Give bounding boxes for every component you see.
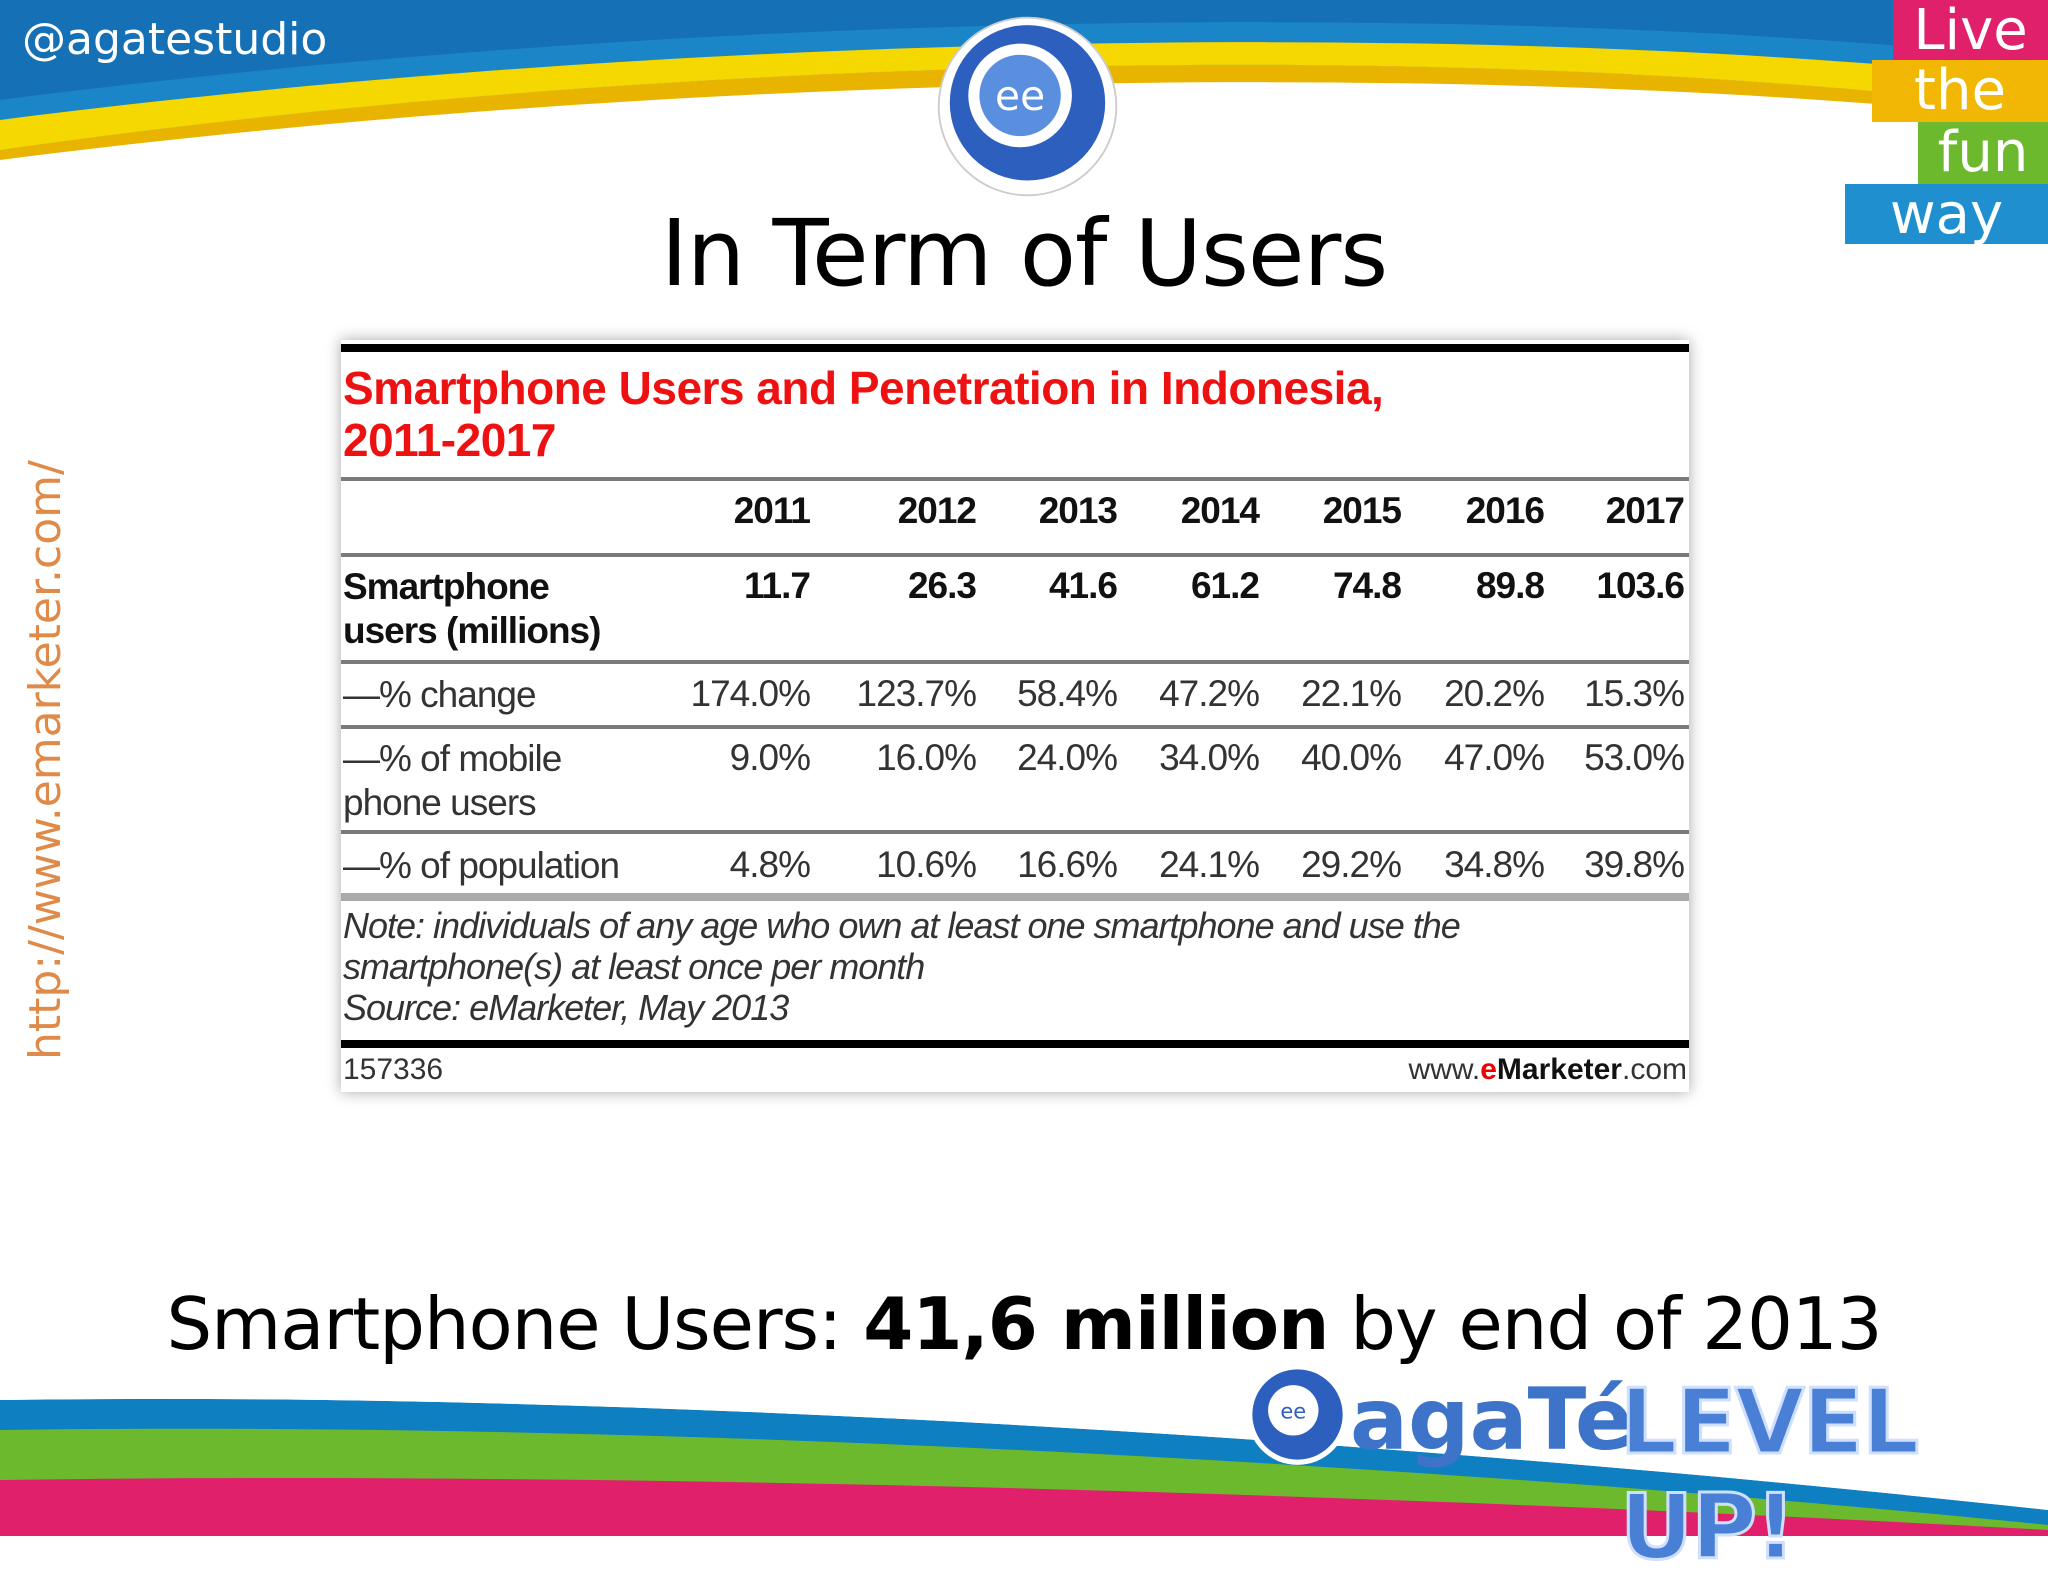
bottom-banner-waves [0,1390,2048,1536]
cell: 26.3 [907,565,977,606]
cell: 10.6% [876,844,977,885]
site-post: .com [1621,1053,1687,1086]
row-label: phone users [343,782,537,823]
table-title-line1: Smartphone Users and Penetration in Indo… [343,362,1384,414]
table-note: Note: individuals of any age who own at … [343,905,1461,1028]
year-header: 2012 [897,490,977,531]
svg-text:ee: ee [995,72,1045,120]
side-url: http://www.emarketer.com/ [20,460,71,1060]
cell: 11.7 [744,565,811,606]
agate-logo-word: agaTé [1350,1370,1634,1470]
table-title-line2: 2011-2017 [343,414,556,466]
summary-pre: Smartphone Users: [166,1282,864,1366]
cell: 29.2% [1301,844,1402,885]
chart-id: 157336 [343,1053,444,1086]
row-label: —% change [343,674,537,715]
slide-title: In Term of Users [660,200,1388,307]
cell: 89.8 [1475,565,1545,606]
year-header-row: 2011 2012 2013 2014 2015 2016 2017 [341,490,1689,532]
table-row: —% change 174.0% 123.7% 58.4% 47.2% 22.1… [341,673,1689,717]
cell: 47.2% [1159,673,1260,714]
cell: 123.7% [856,673,978,714]
cell: 20.2% [1444,673,1545,714]
row-label: Smartphone [343,566,550,607]
summary-highlight: 41,6 million [863,1282,1329,1366]
cell: 15.3% [1584,673,1685,714]
table-row: Smartphone users (millions) 11.7 26.3 41.… [341,565,1689,653]
svg-text:ee: ee [1280,1400,1306,1424]
cell: 174.0% [690,673,812,714]
emarketer-site: www.eMarketer.com [1409,1053,1687,1087]
tagline-fun: fun [1918,122,2048,184]
year-header: 2014 [1180,490,1260,531]
row-label: users (millions) [343,610,601,651]
cell: 41.6 [1048,565,1118,606]
row-label: —% of population [343,845,620,886]
table-row: —% of mobile phone users 9.0% 16.0% 24.0%… [341,737,1689,825]
cell: 4.8% [729,844,811,885]
cell: 22.1% [1301,673,1402,714]
cell: 74.8 [1332,565,1402,606]
cell: 53.0% [1584,737,1685,778]
cell: 39.8% [1584,844,1685,885]
cell: 34.0% [1159,737,1260,778]
cell: 34.8% [1444,844,1545,885]
cell: 24.1% [1159,844,1260,885]
note-line: smartphone(s) at least once per month [343,946,925,987]
cell: 61.2 [1190,565,1260,606]
row-label: —% of mobile [343,738,562,779]
source-line: Source: eMarketer, May 2013 [343,987,789,1028]
cell: 47.0% [1444,737,1545,778]
cell: 40.0% [1301,737,1402,778]
cell: 16.0% [876,737,977,778]
level-up-logo: LEVEL UP! [1619,1369,1921,1580]
year-header: 2013 [1038,490,1118,531]
cell: 24.0% [1017,737,1118,778]
year-header: 2015 [1322,490,1402,531]
agate-logo-icon: ee [1247,1364,1348,1465]
cell: 9.0% [729,737,811,778]
site-main: Marketer [1496,1053,1622,1086]
cell: 16.6% [1017,844,1118,885]
year-header: 2016 [1465,490,1545,531]
table-row: —% of population 4.8% 10.6% 16.6% 24.1% … [341,844,1689,888]
site-pre: www. [1408,1053,1481,1086]
tagline-way: way [1845,184,2048,246]
site-e: e [1480,1053,1497,1086]
tagline-live: Live [1893,0,2048,62]
summary-post: by end of 2013 [1328,1282,1882,1366]
tagline-the: the [1872,60,2048,122]
cell: 103.6 [1596,565,1685,606]
table-title: Smartphone Users and Penetration in Indo… [343,362,1384,466]
agate-mascot-logo: ee [937,16,1118,197]
twitter-handle: @agatestudio [22,14,328,65]
year-header: 2017 [1605,490,1685,531]
cell: 58.4% [1017,673,1118,714]
year-header: 2011 [733,490,811,531]
emarketer-table: Smartphone Users and Penetration in Indo… [341,340,1689,1092]
note-line: Note: individuals of any age who own at … [343,905,1461,946]
summary-text: Smartphone Users: 41,6 million by end of… [0,1282,2048,1366]
